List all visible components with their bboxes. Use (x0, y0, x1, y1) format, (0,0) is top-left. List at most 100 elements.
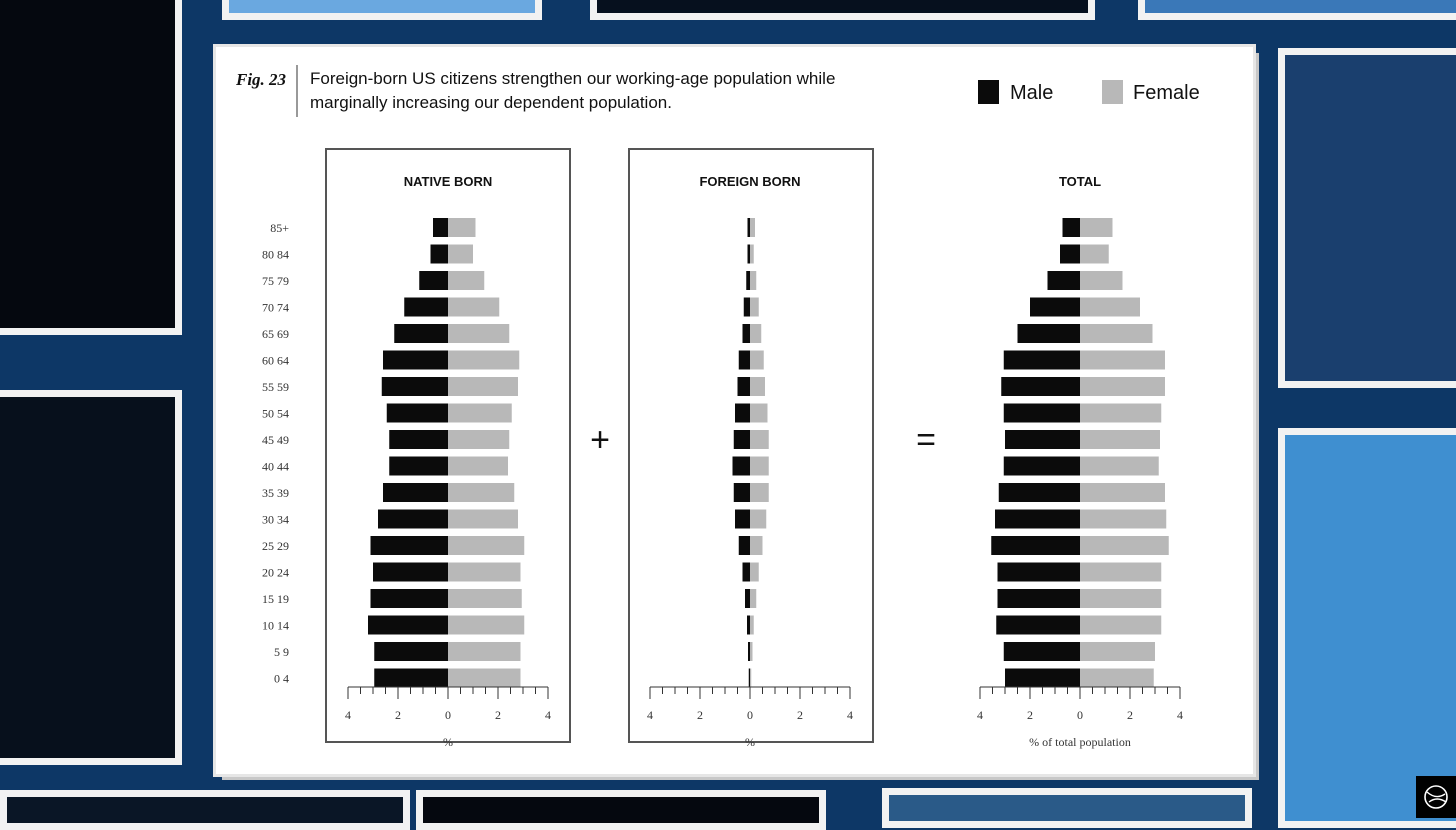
x-tick-label: 4 (345, 708, 351, 722)
female-bar (1080, 430, 1160, 449)
female-bar (1080, 350, 1165, 370)
male-bar (746, 271, 750, 290)
male-bar (743, 297, 750, 317)
female-bar (448, 509, 518, 529)
male-bar (389, 430, 448, 449)
age-group-label: 35 39 (262, 486, 289, 500)
equals-operator: = (916, 421, 936, 459)
x-axis-label: % (745, 735, 755, 749)
age-group-label: 25 29 (262, 539, 289, 553)
female-bar (750, 615, 754, 635)
female-bar (750, 297, 759, 317)
male-bar (1005, 668, 1080, 688)
age-group-label: 50 54 (262, 407, 289, 421)
male-bar (1047, 271, 1080, 290)
male-bar (735, 509, 750, 529)
female-bar (750, 403, 768, 423)
plus-operator: + (590, 421, 610, 459)
age-group-label: 70 74 (262, 301, 289, 315)
female-bar (750, 377, 765, 396)
female-bar (448, 403, 512, 423)
female-bar (1080, 456, 1159, 476)
legend-female-label: Female (1133, 82, 1200, 104)
age-group-label: 15 19 (262, 592, 289, 606)
male-bar (433, 218, 448, 237)
female-bar (448, 642, 521, 661)
x-tick-label: 2 (1127, 708, 1133, 722)
male-bar (732, 456, 750, 476)
male-bar (733, 483, 750, 502)
age-group-label: 45 49 (262, 433, 289, 447)
age-group-label: 65 69 (262, 327, 289, 341)
female-bar (448, 430, 510, 449)
age-group-label: 80 84 (262, 248, 289, 262)
female-bar (1080, 668, 1154, 688)
male-bar (733, 430, 750, 449)
age-axis-labels: 85+ 80 84 75 79 70 74 65 69 60 64 55 59 50 54 45… (262, 221, 289, 686)
male-bar (1001, 377, 1080, 396)
background-tile (0, 390, 182, 765)
female-bar (1080, 244, 1109, 264)
x-tick-label: 0 (445, 708, 451, 722)
brand-logo (1416, 776, 1456, 818)
background-tile (222, 0, 542, 20)
pyramid-panel: TOTAL 4 2 0 2 4 % of total population (977, 174, 1183, 749)
female-bar (750, 483, 769, 502)
female-bar (750, 642, 753, 661)
female-bar (448, 271, 485, 290)
male-bar (374, 642, 448, 661)
female-bar (448, 377, 518, 396)
female-bar (448, 589, 522, 608)
background-tile (0, 0, 182, 335)
background-tile (1278, 48, 1456, 388)
female-bar (448, 324, 510, 343)
panel-title: NATIVE BORN (404, 174, 493, 189)
male-bar (998, 483, 1080, 502)
age-group-label: 40 44 (262, 460, 289, 474)
female-bar (750, 244, 754, 264)
male-bar (374, 668, 448, 688)
x-tick-label: 4 (1177, 708, 1183, 722)
male-bar (997, 562, 1080, 582)
female-bar (750, 456, 769, 476)
x-tick-label: 4 (847, 708, 853, 722)
male-bar (430, 244, 448, 264)
female-bar (750, 324, 762, 343)
female-bar (1080, 271, 1123, 290)
legend-male-label: Male (1010, 82, 1053, 104)
male-bar (995, 509, 1080, 529)
female-bar (1080, 642, 1155, 661)
caption-line-1: Foreign-born US citizens strengthen our … (310, 69, 835, 88)
male-bar (1060, 244, 1080, 264)
female-bar (750, 668, 752, 688)
x-tick-label: 2 (495, 708, 501, 722)
female-bar (750, 536, 763, 555)
male-bar (996, 615, 1080, 635)
female-bar (750, 218, 755, 237)
background-tile (1138, 0, 1456, 20)
male-bar (1003, 350, 1080, 370)
male-bar (738, 536, 750, 555)
age-group-label: 55 59 (262, 380, 289, 394)
male-bar (745, 589, 750, 608)
legend-male-swatch (978, 80, 999, 104)
female-bar (750, 350, 764, 370)
male-bar (368, 615, 448, 635)
male-bar (419, 271, 448, 290)
x-axis-label: % (443, 735, 453, 749)
male-bar (370, 536, 448, 555)
male-bar (404, 297, 448, 317)
native-born-panel-frame (325, 148, 571, 743)
male-bar (742, 562, 750, 582)
male-bar (747, 218, 750, 237)
pyramid-panel: NATIVE BORN 4 2 0 2 4% (345, 174, 551, 749)
female-bar (1080, 403, 1162, 423)
male-bar (389, 456, 448, 476)
female-bar (1080, 218, 1113, 237)
background-tile (590, 0, 1095, 20)
male-bar (1003, 642, 1080, 661)
male-bar (383, 483, 448, 502)
x-axis-label: % of total population (1029, 735, 1131, 749)
female-bar (1080, 377, 1165, 396)
